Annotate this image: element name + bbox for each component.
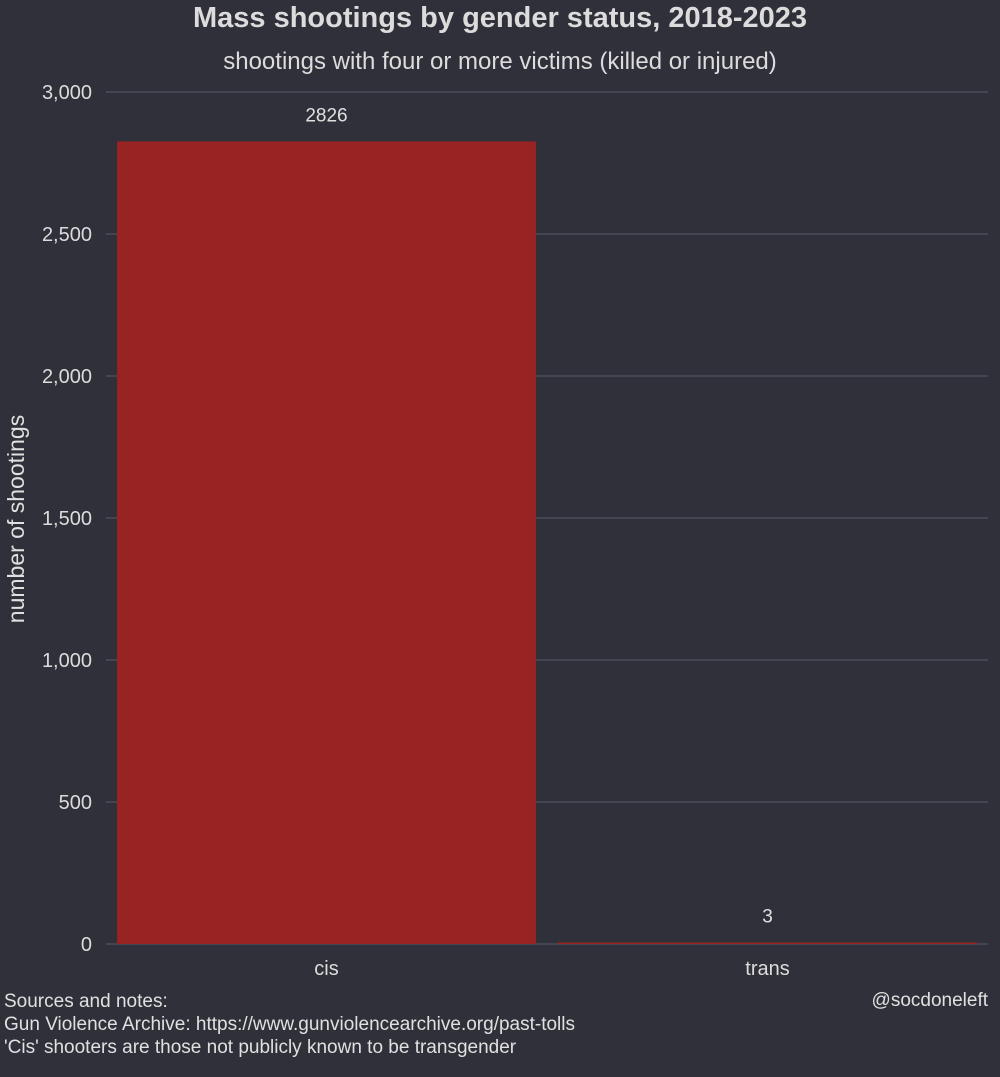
data-label-cis: 2826 — [305, 105, 347, 126]
bar-cis — [117, 141, 536, 944]
y-tick-label: 1,000 — [42, 650, 92, 672]
y-axis-label: number of shootings — [3, 415, 29, 623]
y-tick-label: 2,500 — [42, 224, 92, 246]
note-line: 'Cis' shooters are those not publicly kn… — [4, 1037, 517, 1058]
x-tick-label-trans: trans — [745, 958, 789, 980]
y-tick-label: 0 — [81, 934, 92, 956]
y-tick-label: 1,500 — [42, 508, 92, 530]
x-tick-label-cis: cis — [314, 958, 338, 980]
data-labels: 2826 3 — [305, 105, 772, 927]
source-line: Gun Violence Archive: https://www.gunvio… — [4, 1014, 576, 1035]
y-tick-label: 2,000 — [42, 366, 92, 388]
y-axis-ticks: 0 500 1,000 1,500 2,000 2,500 3,000 — [42, 82, 92, 956]
author-credit: @socdoneleft — [871, 990, 988, 1011]
x-axis-ticks: cis trans — [314, 958, 789, 980]
bars — [117, 141, 977, 944]
y-tick-label: 3,000 — [42, 82, 92, 104]
sources-notes: Sources and notes: Gun Violence Archive:… — [4, 990, 575, 1059]
chart-subtitle: shootings with four or more victims (kil… — [223, 48, 777, 75]
sources-heading: Sources and notes: — [4, 991, 168, 1012]
y-tick-label: 500 — [59, 792, 92, 814]
bar-trans — [558, 942, 977, 944]
data-label-trans: 3 — [762, 907, 773, 928]
chart-title: Mass shootings by gender status, 2018-20… — [192, 2, 808, 34]
